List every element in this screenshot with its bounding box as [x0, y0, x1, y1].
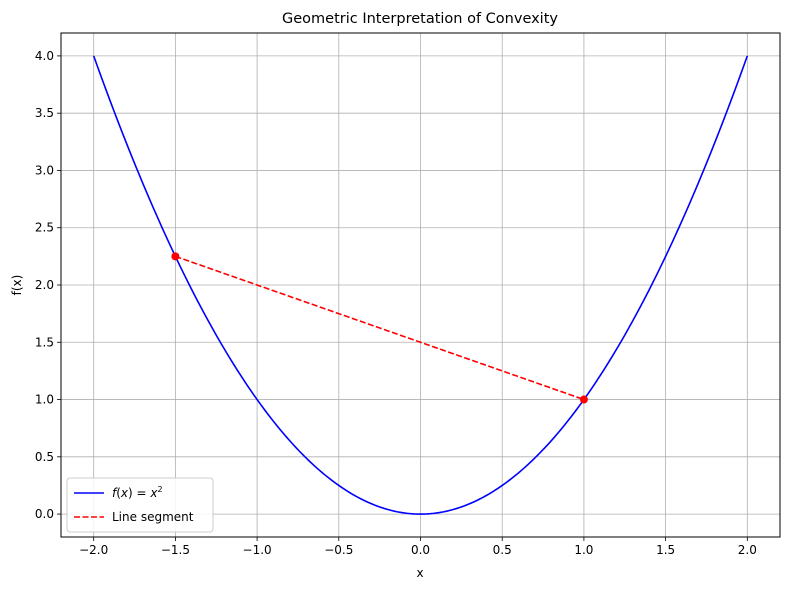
series-line-parabola [92, 55, 749, 515]
y-tick-label: 2.0 [35, 278, 54, 292]
x-tick-label: −2.0 [79, 543, 108, 557]
segment-layer [171, 252, 588, 404]
y-tick-label: 0.0 [35, 507, 54, 521]
chart-title: Geometric Interpretation of Convexity [282, 11, 558, 27]
grid [61, 33, 780, 537]
x-tick-label: −1.0 [243, 543, 272, 557]
x-axis-label: x [416, 566, 423, 580]
legend: f(x) = x2 Line segment [66, 477, 214, 533]
x-tick-label: −1.5 [161, 543, 190, 557]
y-tick-label: 1.0 [35, 393, 54, 407]
ticks: −2.0 −1.5 −1.0 −0.5 0.0 0.5 1.0 1.5 2.0 0.0 0.5 1.0… [35, 49, 757, 557]
series-line-segment [175, 255, 585, 401]
legend-label-segment: Line segment [112, 510, 194, 524]
curve-layer [92, 55, 749, 515]
x-tick-label: 1.0 [574, 543, 593, 557]
x-tick-label: 0.5 [493, 543, 512, 557]
segment-endpoint-marker [171, 252, 180, 261]
y-tick-label: 4.0 [35, 49, 54, 63]
y-tick-label: 1.5 [35, 335, 54, 349]
y-tick-label: 3.0 [35, 163, 54, 177]
y-tick-label: 2.5 [35, 221, 54, 235]
x-tick-label: 1.5 [656, 543, 675, 557]
x-tick-label: 2.0 [738, 543, 757, 557]
y-tick-label: 0.5 [35, 450, 54, 464]
segment-endpoint-marker [579, 395, 588, 404]
y-axis-label: f(x) [10, 275, 24, 296]
legend-box [66, 477, 214, 533]
x-tick-label: −0.5 [324, 543, 353, 557]
y-tick-label: 3.5 [35, 106, 54, 120]
x-tick-label: 0.0 [411, 543, 430, 557]
legend-label-curve: f(x) = x2 [112, 485, 163, 500]
